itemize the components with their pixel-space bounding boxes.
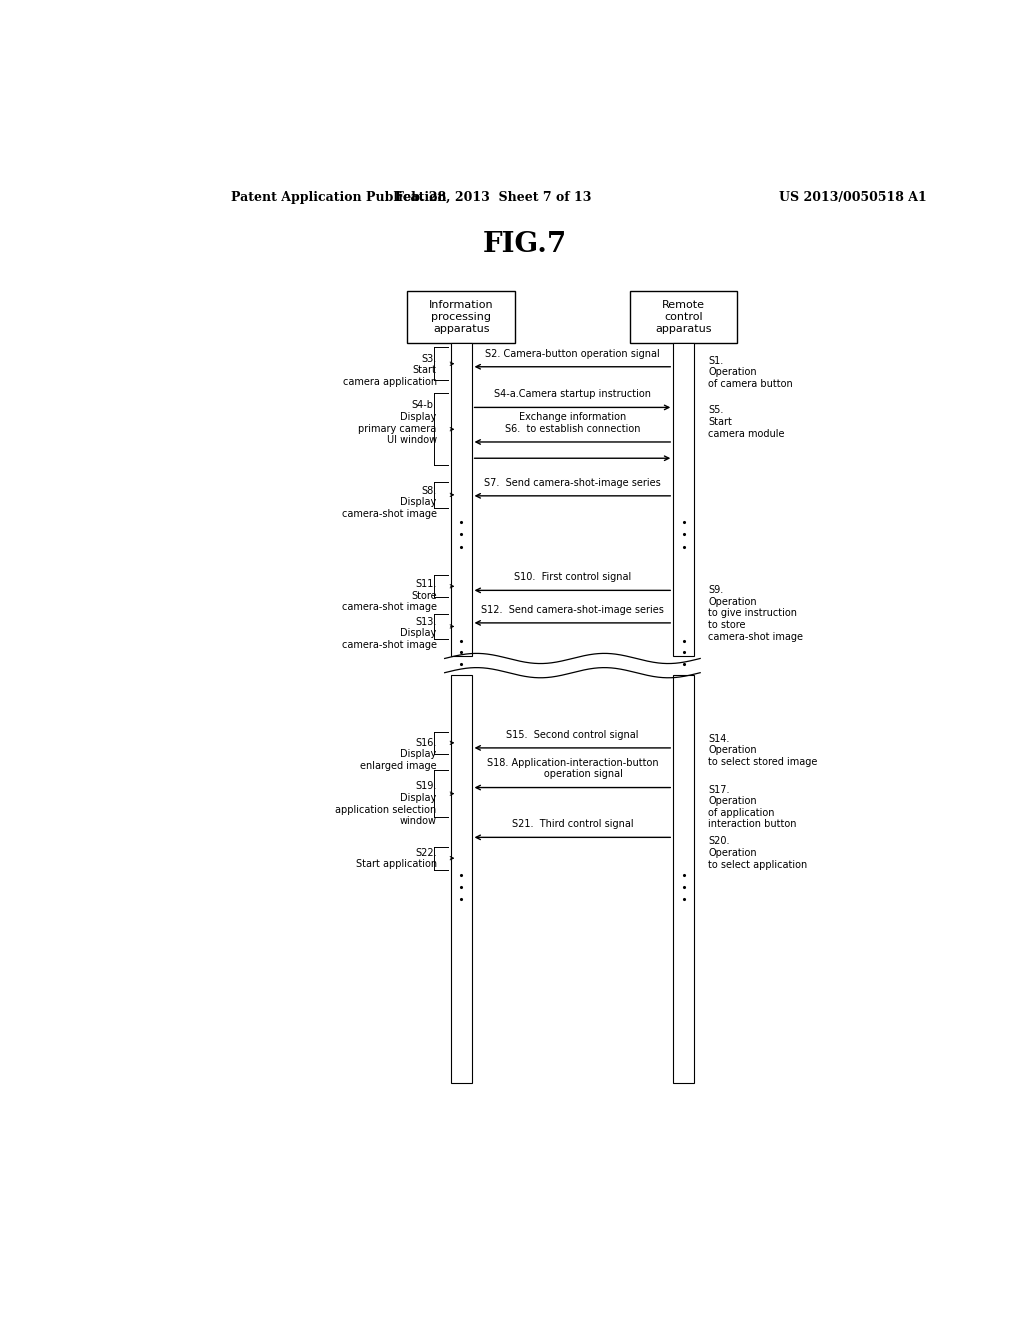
Text: S1.
Operation
of camera button: S1. Operation of camera button <box>709 355 793 389</box>
Text: S18. Application-interaction-button
       operation signal: S18. Application-interaction-button oper… <box>486 758 658 779</box>
Text: S11.
Store
camera-shot image: S11. Store camera-shot image <box>342 579 436 612</box>
Text: S3.
Start
camera application: S3. Start camera application <box>343 354 436 387</box>
Bar <box>451 675 472 1084</box>
Text: S5.
Start
camera module: S5. Start camera module <box>709 405 784 438</box>
Text: S22.
Start application: S22. Start application <box>355 847 436 869</box>
Text: S13.
Display
camera-shot image: S13. Display camera-shot image <box>342 616 436 649</box>
Text: S8.
Display
camera-shot image: S8. Display camera-shot image <box>342 486 436 519</box>
Bar <box>673 343 694 656</box>
Text: S2. Camera-button operation signal: S2. Camera-button operation signal <box>485 348 659 359</box>
Text: S4-b.
Display
primary camera
UI window: S4-b. Display primary camera UI window <box>358 400 436 445</box>
Text: S16.
Display
enlarged image: S16. Display enlarged image <box>360 738 436 771</box>
Bar <box>673 675 694 1084</box>
Text: S21.  Third control signal: S21. Third control signal <box>512 820 633 829</box>
Text: S9.
Operation
to give instruction
to store
camera-shot image: S9. Operation to give instruction to sto… <box>709 585 803 642</box>
Text: Remote
control
apparatus: Remote control apparatus <box>655 301 712 334</box>
Text: S4-a.Camera startup instruction: S4-a.Camera startup instruction <box>494 389 651 399</box>
Text: S19.
Display
application selection
window: S19. Display application selection windo… <box>336 781 436 826</box>
Text: S20.
Operation
to select application: S20. Operation to select application <box>709 837 807 870</box>
Bar <box>408 290 515 343</box>
Text: S7.  Send camera-shot-image series: S7. Send camera-shot-image series <box>484 478 660 487</box>
Text: Exchange information
S6.  to establish connection: Exchange information S6. to establish co… <box>505 412 640 434</box>
Text: S12.  Send camera-shot-image series: S12. Send camera-shot-image series <box>481 605 664 615</box>
Text: Feb. 28, 2013  Sheet 7 of 13: Feb. 28, 2013 Sheet 7 of 13 <box>395 190 591 203</box>
Text: S17.
Operation
of application
interaction button: S17. Operation of application interactio… <box>709 784 797 829</box>
Bar <box>451 343 472 656</box>
Text: Information
processing
apparatus: Information processing apparatus <box>429 301 494 334</box>
Text: S15.  Second control signal: S15. Second control signal <box>506 730 639 739</box>
Text: FIG.7: FIG.7 <box>482 231 567 259</box>
Text: US 2013/0050518 A1: US 2013/0050518 A1 <box>778 190 927 203</box>
Text: S10.  First control signal: S10. First control signal <box>514 573 631 582</box>
Text: S14.
Operation
to select stored image: S14. Operation to select stored image <box>709 734 817 767</box>
Text: Patent Application Publication: Patent Application Publication <box>231 190 446 203</box>
Bar <box>630 290 737 343</box>
